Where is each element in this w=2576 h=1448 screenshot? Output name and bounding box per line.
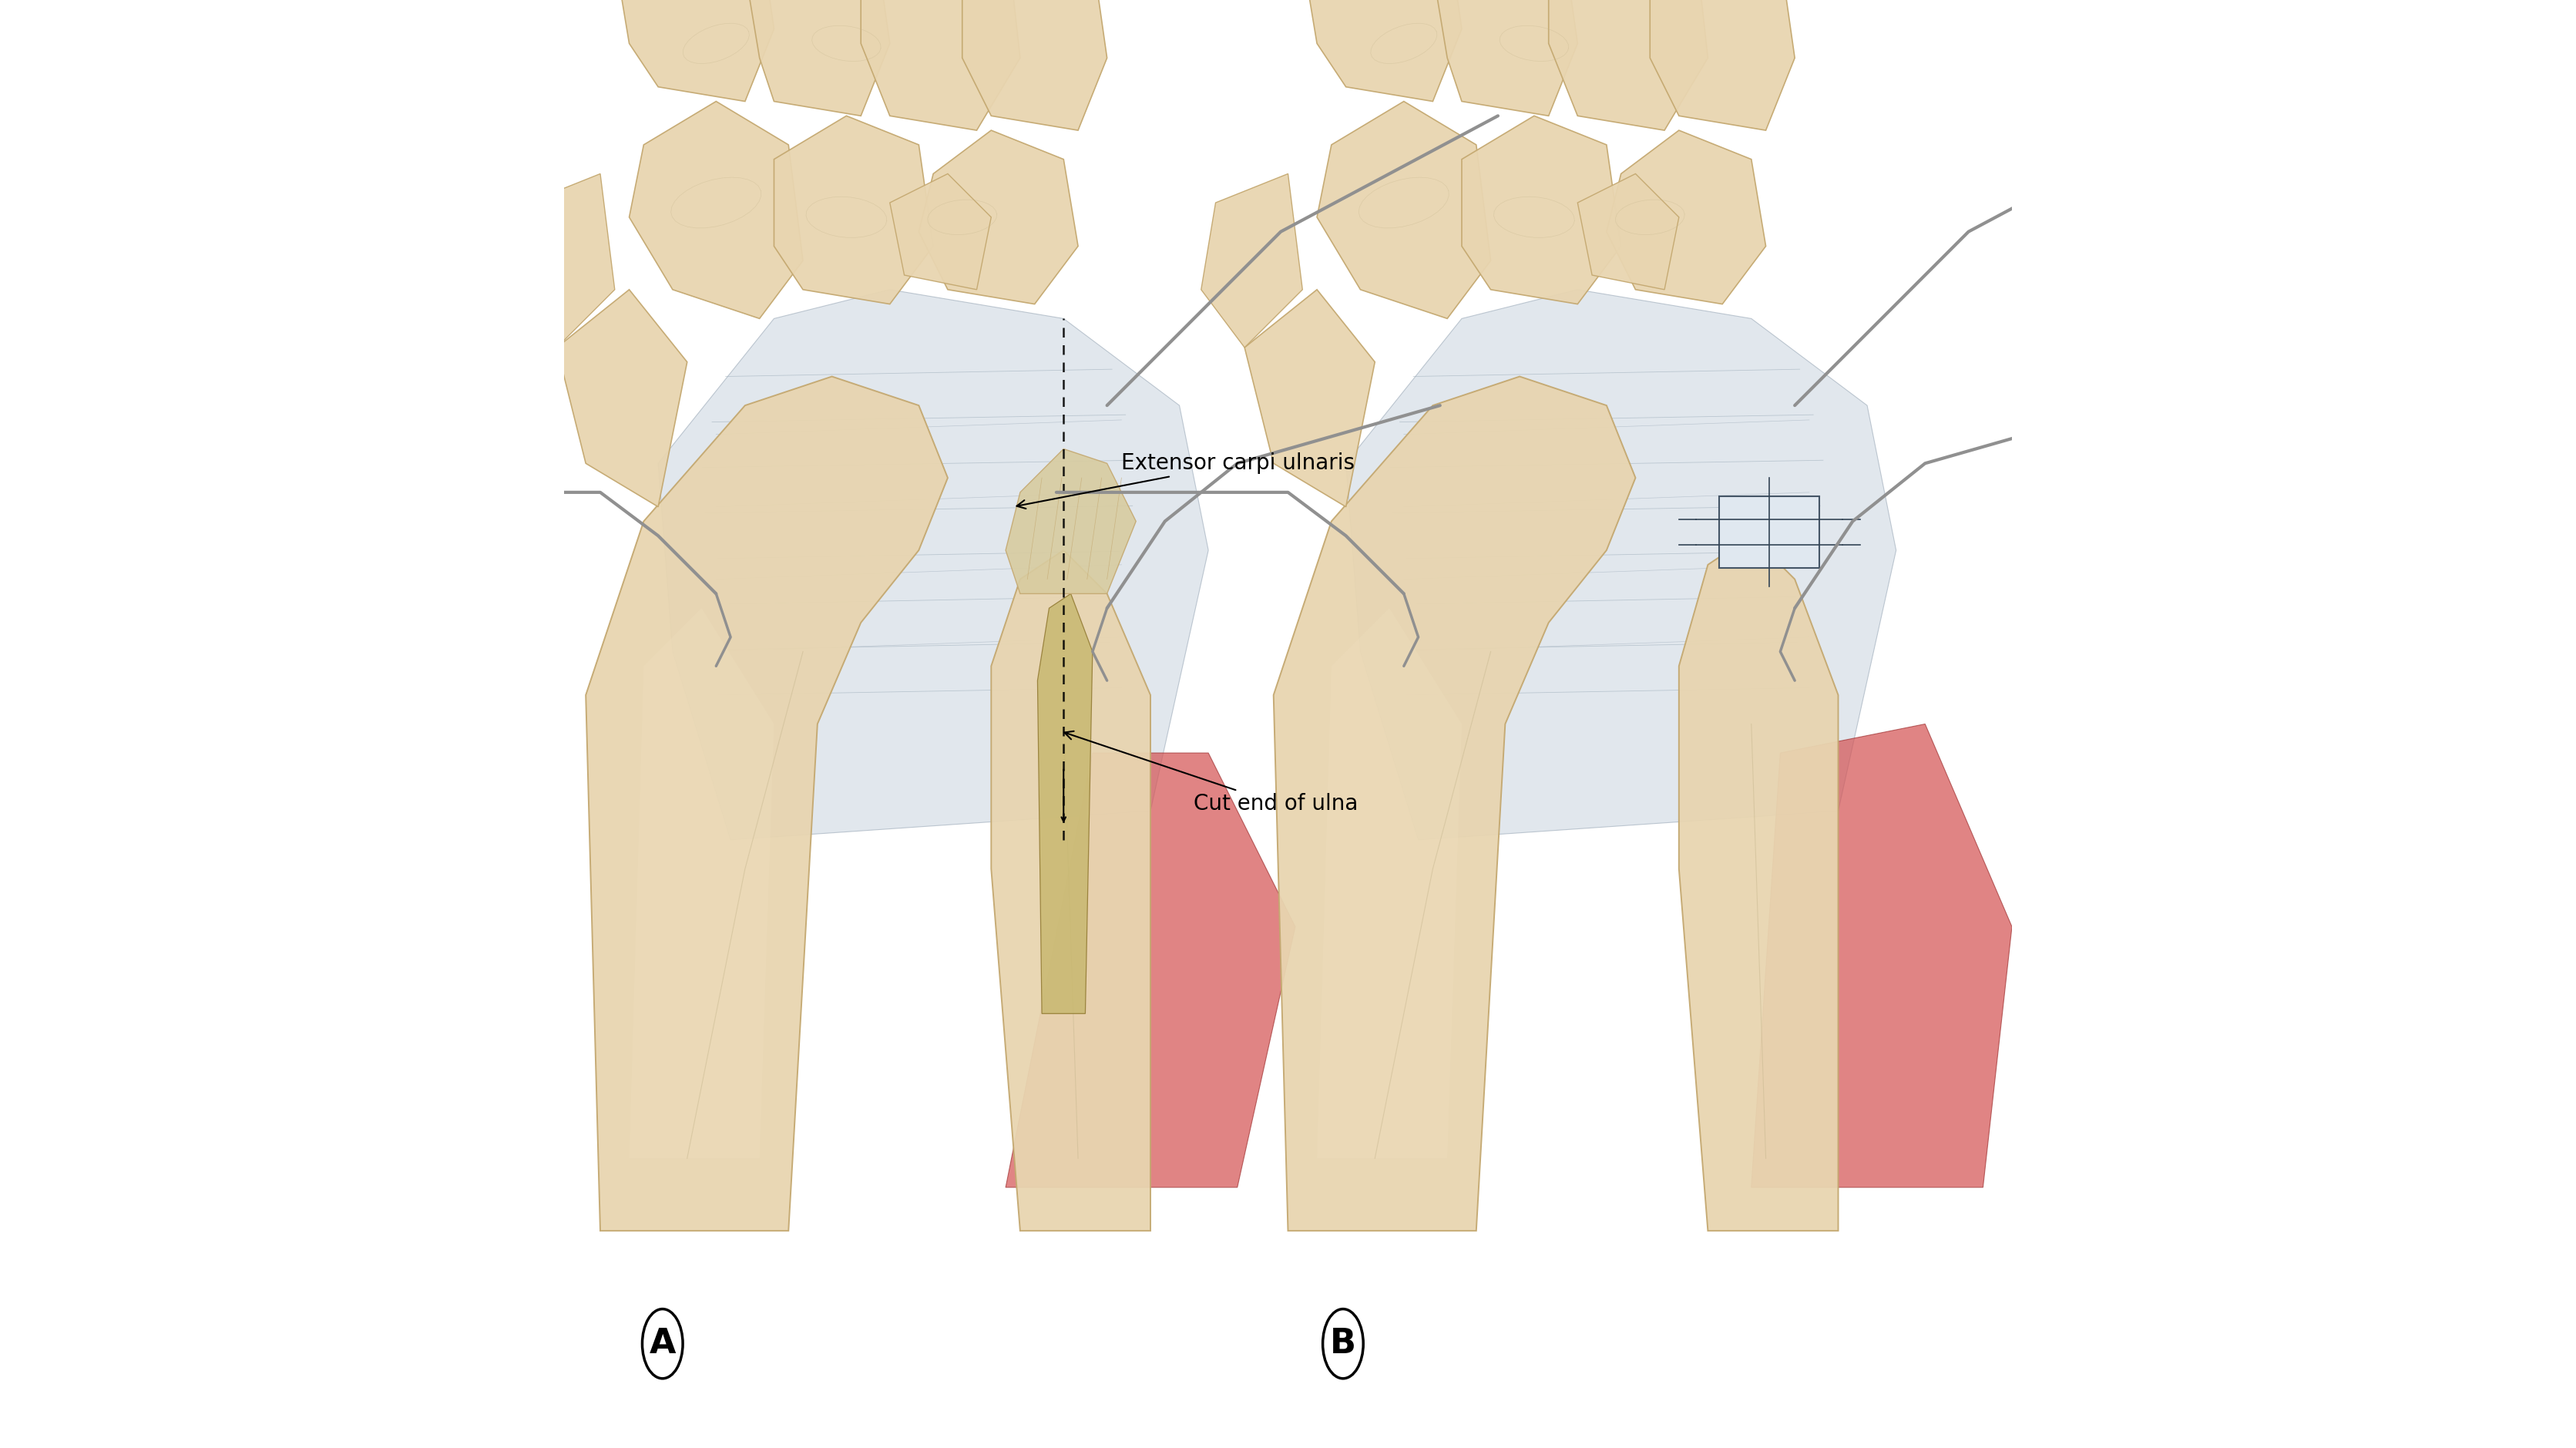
Polygon shape [1607,130,1765,304]
Ellipse shape [1321,1309,1363,1378]
Ellipse shape [641,1309,683,1378]
Polygon shape [1651,0,1795,130]
Polygon shape [585,376,948,1231]
Polygon shape [773,116,933,304]
Polygon shape [1548,0,1708,130]
Polygon shape [1461,116,1620,304]
Text: B: B [1329,1328,1355,1360]
Polygon shape [1345,290,1896,840]
Polygon shape [1038,594,1092,1014]
Polygon shape [657,290,1208,840]
Polygon shape [1432,0,1577,116]
Polygon shape [629,101,804,319]
Polygon shape [1577,174,1680,290]
Polygon shape [744,0,889,116]
Polygon shape [1244,290,1376,507]
Polygon shape [1273,376,1636,1231]
Text: Cut end of ulna: Cut end of ulna [1064,731,1358,814]
Polygon shape [616,0,773,101]
Polygon shape [556,290,688,507]
Polygon shape [629,608,773,1158]
Polygon shape [963,0,1108,130]
Polygon shape [1005,449,1136,594]
Polygon shape [860,0,1020,130]
Polygon shape [1752,724,2012,1187]
Polygon shape [1303,0,1461,101]
Text: Extensor carpi ulnaris: Extensor carpi ulnaris [1018,453,1355,508]
Polygon shape [1316,608,1461,1158]
Polygon shape [513,174,616,348]
Polygon shape [920,130,1077,304]
Polygon shape [1005,753,1296,1187]
Text: A: A [649,1328,675,1360]
Polygon shape [992,550,1151,1231]
Polygon shape [1680,536,1839,1231]
Polygon shape [1316,101,1492,319]
Polygon shape [1200,174,1303,348]
Polygon shape [889,174,992,290]
FancyBboxPatch shape [1718,497,1819,568]
